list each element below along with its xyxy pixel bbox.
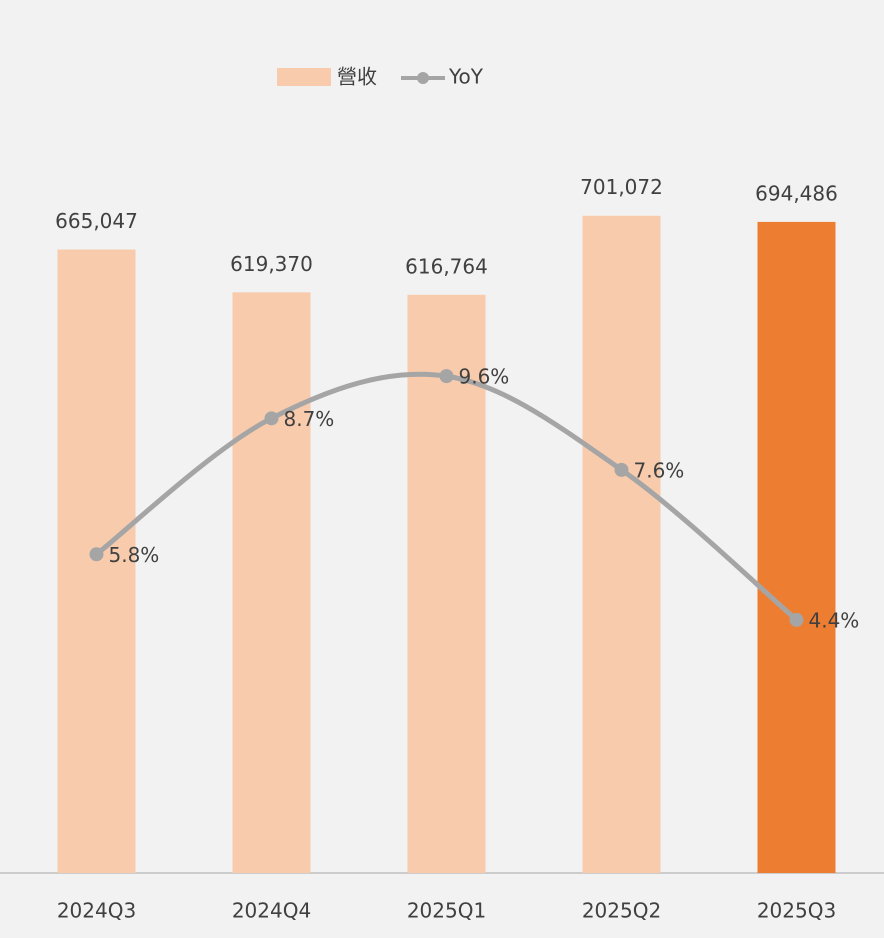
x-tick-label: 2025Q1 [407, 899, 486, 923]
legend-label: YoY [448, 65, 484, 89]
bar-value-label: 701,072 [580, 175, 663, 199]
bar [582, 215, 661, 873]
legend-swatch [277, 68, 331, 86]
line-value-label: 5.8% [109, 543, 160, 567]
bar-value-label: 616,764 [405, 254, 488, 278]
bar [757, 221, 836, 873]
line-value-label: 4.4% [809, 608, 860, 632]
x-tick-label: 2024Q4 [232, 899, 311, 923]
line-value-label: 8.7% [284, 407, 335, 431]
bar [232, 292, 311, 873]
line-marker [89, 547, 104, 562]
legend-marker [417, 72, 429, 84]
line-value-label: 9.6% [459, 365, 510, 389]
bar-value-label: 619,370 [230, 252, 313, 276]
bar [57, 249, 136, 873]
bar-value-label: 665,047 [55, 209, 138, 233]
legend-label: 營收 [337, 65, 377, 89]
line-marker [439, 369, 454, 384]
line-marker [789, 612, 804, 627]
x-tick-label: 2025Q3 [757, 899, 836, 923]
x-tick-label: 2024Q3 [57, 899, 136, 923]
bar-value-label: 694,486 [755, 181, 838, 205]
line-marker [614, 462, 629, 477]
line-marker [264, 411, 279, 426]
line-value-label: 7.6% [634, 458, 685, 482]
x-tick-label: 2025Q2 [582, 899, 661, 923]
bar [407, 294, 486, 873]
